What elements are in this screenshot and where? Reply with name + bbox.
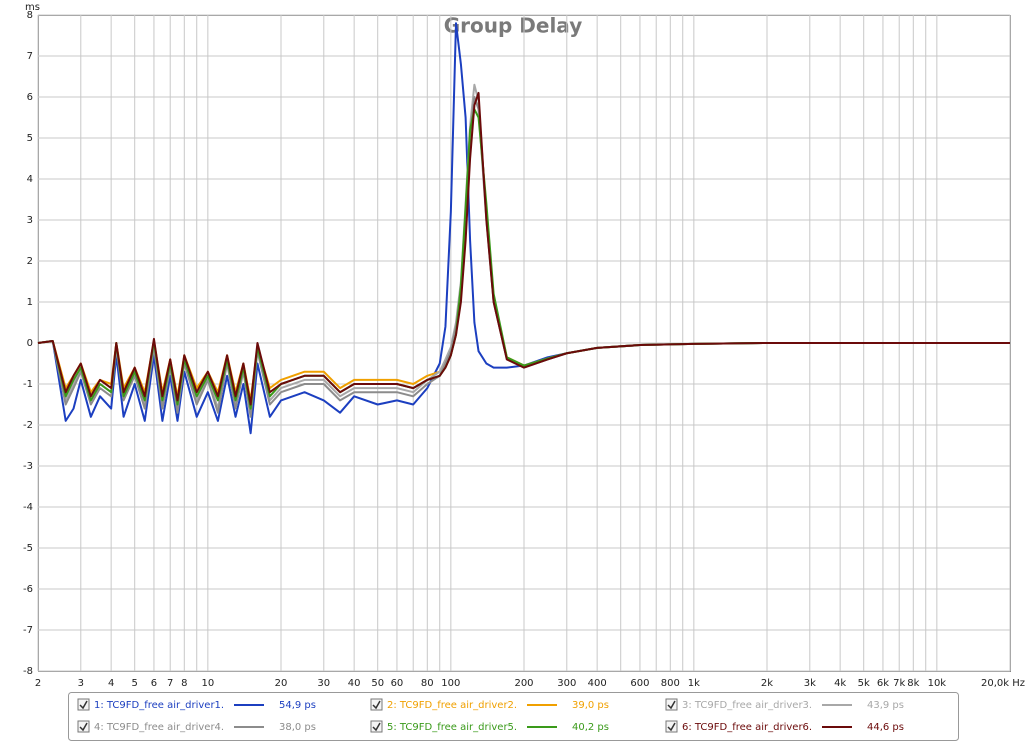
- y-tick-label: 7: [27, 51, 33, 62]
- y-tick-label: 5: [27, 133, 33, 144]
- legend-checkbox[interactable]: [370, 698, 383, 711]
- legend-checkmark: [372, 700, 381, 710]
- x-tick-label: 5k: [858, 678, 870, 689]
- x-tick-label: 3: [78, 678, 84, 689]
- legend-checkbox[interactable]: [77, 698, 90, 711]
- y-tick-label: -1: [23, 379, 33, 390]
- y-tick-label: 3: [27, 215, 33, 226]
- legend-value: 40,2 ps: [572, 722, 609, 733]
- x-tick-label: 4: [108, 678, 114, 689]
- y-tick-label: -5: [23, 543, 33, 554]
- legend-label: 5: TC9FD_free air_driver5.: [387, 722, 517, 733]
- legend-checkbox[interactable]: [665, 698, 678, 711]
- y-tick-label: -3: [23, 461, 33, 472]
- x-tick-label: 4k: [834, 678, 846, 689]
- series-line: [37, 91, 1010, 406]
- x-tick-label: 80: [421, 678, 434, 689]
- y-tick-label: 8: [27, 10, 33, 21]
- legend-checkmark: [667, 700, 676, 710]
- x-tick-label: 5: [132, 678, 138, 689]
- legend-checkbox[interactable]: [77, 720, 90, 733]
- legend-checkmark: [79, 700, 88, 710]
- x-tick-label: 800: [661, 678, 680, 689]
- y-tick-label: 2: [27, 256, 33, 267]
- legend-value: 38,0 ps: [279, 722, 316, 733]
- y-tick-label: -8: [23, 666, 33, 677]
- x-tick-label: 20,0k Hz: [981, 678, 1025, 689]
- legend-label: 3: TC9FD_free air_driver3.: [682, 700, 812, 711]
- x-tick-label: 10k: [928, 678, 947, 689]
- x-tick-label: 3k: [804, 678, 816, 689]
- y-tick-label: 1: [27, 297, 33, 308]
- y-tick-label: -2: [23, 420, 33, 431]
- x-tick-label: 40: [348, 678, 361, 689]
- legend-checkmark: [372, 722, 381, 732]
- x-tick-label: 50: [371, 678, 384, 689]
- x-tick-label: 200: [514, 678, 533, 689]
- x-tick-label: 6k: [877, 678, 889, 689]
- x-tick-label: 8k: [907, 678, 919, 689]
- x-tick-label: 600: [630, 678, 649, 689]
- legend-checkmark: [79, 722, 88, 732]
- y-tick-label: -4: [23, 502, 33, 513]
- legend-box: [68, 692, 959, 741]
- x-tick-label: 1k: [688, 678, 700, 689]
- y-tick-label: 4: [27, 174, 33, 185]
- y-tick-label: -6: [23, 584, 33, 595]
- series-line: [37, 22, 1010, 435]
- x-tick-label: 2: [35, 678, 41, 689]
- legend-label: 2: TC9FD_free air_driver2.: [387, 700, 517, 711]
- x-tick-label: 8: [181, 678, 187, 689]
- x-tick-label: 7: [167, 678, 173, 689]
- legend-label: 6: TC9FD_free air_driver6.: [682, 722, 812, 733]
- x-tick-label: 30: [317, 678, 330, 689]
- legend-label: 1: TC9FD_free air_driver1.: [94, 700, 224, 711]
- legend-checkbox[interactable]: [370, 720, 383, 733]
- y-axis-label: ms: [25, 2, 40, 13]
- legend-checkmark: [667, 722, 676, 732]
- x-tick-label: 7k: [893, 678, 905, 689]
- legend-value: 39,0 ps: [572, 700, 609, 711]
- legend-label: 4: TC9FD_free air_driver4.: [94, 722, 224, 733]
- x-tick-label: 6: [151, 678, 157, 689]
- y-tick-label: -7: [23, 625, 33, 636]
- x-tick-label: 100: [441, 678, 460, 689]
- x-tick-label: 300: [557, 678, 576, 689]
- x-tick-label: 60: [391, 678, 404, 689]
- y-tick-label: 6: [27, 92, 33, 103]
- y-tick-label: 0: [27, 338, 33, 349]
- x-tick-label: 20: [275, 678, 288, 689]
- legend-value: 43,9 ps: [867, 700, 904, 711]
- x-tick-label: 400: [588, 678, 607, 689]
- x-tick-label: 10: [201, 678, 214, 689]
- x-tick-label: 2k: [761, 678, 773, 689]
- legend-value: 54,9 ps: [279, 700, 316, 711]
- legend-value: 44,6 ps: [867, 722, 904, 733]
- legend-checkbox[interactable]: [665, 720, 678, 733]
- chart-title: Group Delay: [444, 14, 582, 38]
